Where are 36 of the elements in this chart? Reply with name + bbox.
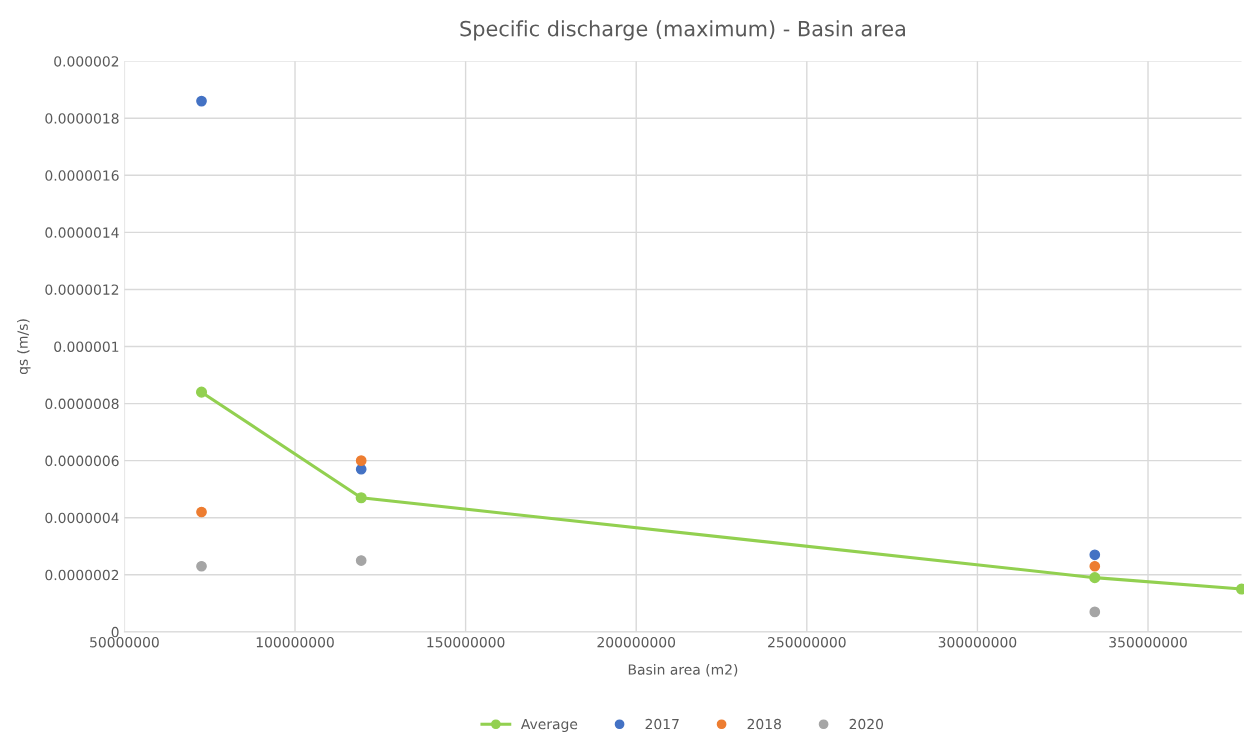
y-axis-title: qs (m/s) bbox=[17, 319, 31, 375]
y-tick-label: 0.0000004 bbox=[45, 512, 119, 524]
point bbox=[1089, 572, 1101, 584]
y-tick-label: 0.0000012 bbox=[45, 284, 119, 295]
x-tick-label: 100000000 bbox=[256, 636, 334, 648]
point bbox=[196, 95, 207, 107]
point bbox=[196, 506, 207, 518]
legend-label: 2018 bbox=[747, 718, 781, 730]
point bbox=[1089, 549, 1101, 561]
legend-label: 2020 bbox=[849, 718, 884, 730]
x-tick-label: 350000000 bbox=[1109, 636, 1187, 648]
point bbox=[1089, 606, 1101, 618]
legend-label: 2017 bbox=[645, 718, 679, 730]
point bbox=[355, 555, 367, 566]
x-tick-label: 250000000 bbox=[768, 636, 846, 648]
point bbox=[195, 386, 208, 398]
x-tick-label: 300000000 bbox=[938, 636, 1017, 648]
x-tick-label: 150000000 bbox=[427, 636, 505, 648]
y-tick-label: 0.000002 bbox=[54, 56, 119, 67]
point bbox=[355, 492, 367, 504]
y-tick-label: 0.0000018 bbox=[45, 113, 119, 124]
point bbox=[196, 560, 207, 572]
chart-title: Specific discharge (maximum) - Basin area bbox=[460, 20, 905, 41]
y-tick-label: 0.000001 bbox=[54, 341, 119, 352]
y-tick-label: 0.0000008 bbox=[45, 398, 119, 410]
x-tick-label: 200000000 bbox=[597, 636, 676, 648]
point bbox=[355, 455, 367, 467]
y-tick-label: 0.0000014 bbox=[45, 227, 119, 238]
x-tick-label: 50000000 bbox=[90, 636, 159, 648]
y-tick-label: 0 bbox=[111, 626, 119, 638]
legend-label: Average bbox=[520, 718, 578, 732]
y-tick-label: 0.0000016 bbox=[45, 170, 119, 181]
point bbox=[1089, 560, 1101, 572]
y-tick-label: 0.0000002 bbox=[45, 569, 119, 581]
x-axis-title: Basin area (m2) bbox=[628, 664, 738, 677]
y-tick-label: 0.0000006 bbox=[45, 455, 119, 467]
